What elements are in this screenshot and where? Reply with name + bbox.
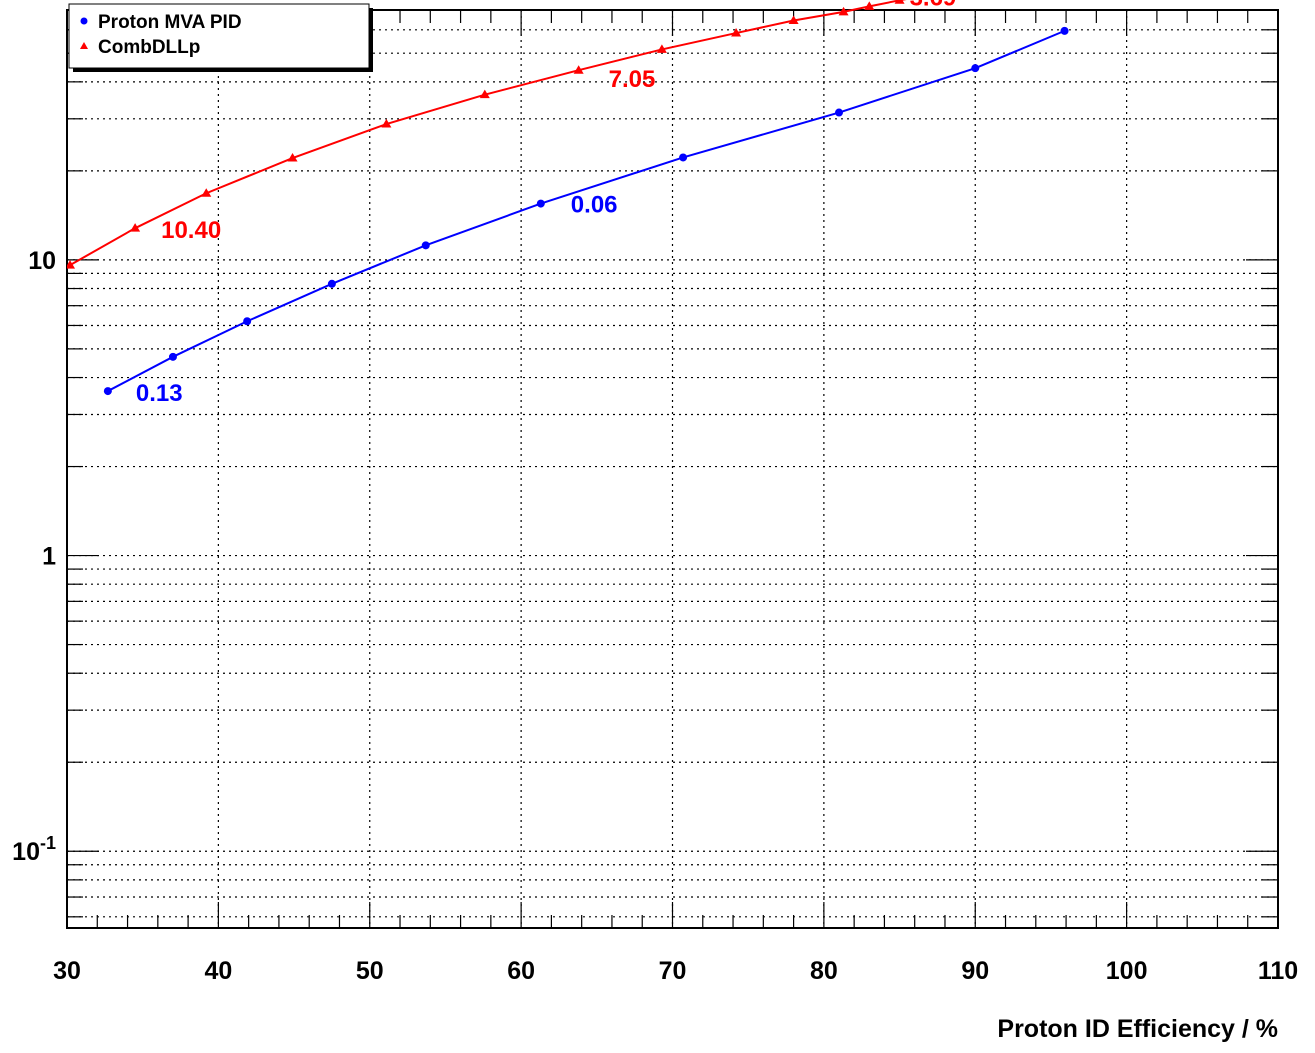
legend-box (68, 3, 370, 69)
data-point (536, 199, 545, 208)
data-point (327, 279, 336, 288)
point-label: 10.40 (161, 217, 221, 244)
x-tick-label: 90 (961, 957, 989, 985)
legend-label: Proton MVA PID (98, 12, 242, 33)
x-tick-label: 70 (659, 957, 687, 985)
point-label: 0.06 (571, 192, 618, 219)
data-point (479, 89, 490, 99)
data-point (243, 317, 252, 326)
data-point (287, 153, 298, 162)
data-point (894, 0, 905, 4)
data-point (1060, 26, 1069, 35)
series (67, 0, 1069, 396)
point-label: 0.13 (136, 380, 183, 407)
x-tick-label: 110 (1258, 957, 1298, 985)
series-line (69, 0, 907, 266)
point-label: 7.05 (609, 66, 656, 93)
x-tick-label: 100 (1106, 957, 1148, 985)
point-label: 3.69 (910, 0, 957, 11)
x-axis-title: Proton ID Efficiency / % (997, 1015, 1278, 1043)
data-point (421, 241, 430, 250)
y-axis: 10-1 1 10 (12, 247, 56, 866)
x-tick-label: 50 (356, 957, 384, 985)
x-tick-label: 60 (507, 957, 535, 985)
y-tick-label: 10-1 (12, 833, 56, 866)
data-point (788, 15, 799, 25)
data-point (656, 44, 667, 53)
x-tick-label: 80 (810, 957, 838, 985)
data-point (679, 153, 688, 162)
data-point (103, 387, 112, 396)
grid (67, 9, 1278, 928)
x-tick-label: 40 (204, 957, 232, 985)
data-point (835, 108, 844, 117)
x-axis: 30 40 50 60 70 80 90 100 110 (53, 957, 1298, 985)
legend: Proton MVA PID CombDLLp (68, 3, 373, 72)
data-point (201, 188, 212, 197)
y-tick-label: 10 (28, 247, 56, 275)
data-point (971, 64, 980, 73)
legend-marker (80, 42, 88, 49)
legend-marker (80, 17, 88, 25)
data-point (381, 119, 392, 128)
data-point (838, 6, 849, 16)
x-tick-label: 30 (53, 957, 81, 985)
y-tick-label: 1 (42, 543, 56, 571)
axis-ticks (66, 9, 1279, 928)
data-point (573, 65, 584, 74)
legend-label: CombDLLp (98, 37, 200, 58)
series-line (107, 29, 1065, 392)
data-point (168, 352, 177, 361)
data-point (864, 1, 875, 10)
data-point (731, 28, 742, 37)
data-point (67, 260, 76, 269)
data-point (130, 223, 141, 232)
